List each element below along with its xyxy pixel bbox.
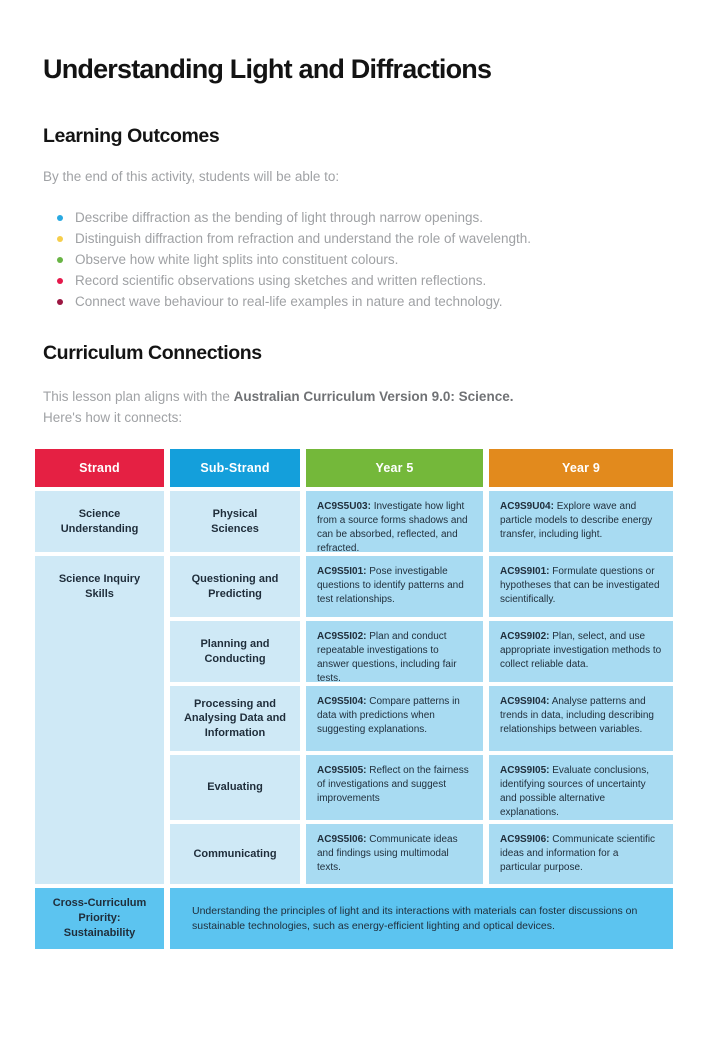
curriculum-code: AC9S5I06: <box>317 834 367 845</box>
curriculum-description: Plan and conduct repeatable investigatio… <box>317 631 457 684</box>
substrand-label: Physical Sciences <box>211 508 259 535</box>
cross-curriculum-priority-cell: Cross-Curriculum Priority: Sustainabilit… <box>35 888 164 949</box>
bullet-dot-icon <box>57 235 63 242</box>
substrand-cell: Physical Sciences <box>170 491 300 552</box>
cross-curriculum-label: Cross-Curriculum Priority: Sustainabilit… <box>52 897 147 939</box>
strand-cell-science-inquiry-skills: Science Inquiry Skills <box>35 556 164 884</box>
sustainability-description-cell: Understanding the principles of light an… <box>170 888 673 949</box>
year9-content-cell: AC9S9I05: Evaluate conclusions, identify… <box>489 755 673 820</box>
substrand-label: Planning and Conducting <box>200 638 270 665</box>
substrand-label: Questioning and Predicting <box>191 573 279 600</box>
bullet-dot-icon <box>57 298 63 305</box>
curriculum-description: Reflect on the fairness of investigation… <box>317 765 469 804</box>
curriculum-intro: This lesson plan aligns with the Austral… <box>43 386 667 428</box>
curriculum-code: AC9S9I05: <box>500 765 550 776</box>
list-item: Distinguish diffraction from refraction … <box>43 228 667 249</box>
substrand-label: Communicating <box>193 847 277 860</box>
substrand-label: Evaluating <box>207 781 263 794</box>
curriculum-code: AC9S5I05: <box>317 765 367 776</box>
year9-content-cell: AC9S9U04: Explore wave and particle mode… <box>489 491 673 552</box>
substrand-cell: Questioning and Predicting <box>170 556 300 617</box>
year9-content-cell: AC9S9I06: Communicate scientific ideas a… <box>489 824 673 884</box>
year9-content-cell: AC9S9I01: Formulate questions or hypothe… <box>489 556 673 617</box>
curriculum-connections-heading: Curriculum Connections <box>43 342 262 364</box>
curriculum-description: Compare patterns in data with prediction… <box>317 696 460 735</box>
bullet-dot-icon <box>57 256 63 263</box>
learning-outcomes-list: Describe diffraction as the bending of l… <box>43 207 667 312</box>
bullet-dot-icon <box>57 277 63 284</box>
curriculum-code: AC9S5I04: <box>317 696 367 707</box>
year5-content-cell: AC9S5I06: Communicate ideas and findings… <box>306 824 483 884</box>
year5-content-cell: AC9S5U03: Investigate how light from a s… <box>306 491 483 554</box>
page-title: Understanding Light and Diffractions <box>43 54 492 84</box>
curriculum-code: AC9S5I02: <box>317 631 367 642</box>
curriculum-table: Strand Sub-Strand Year 5 Year 9 Science … <box>35 449 673 949</box>
curriculum-description: Plan, select, and use appropriate invest… <box>500 631 662 670</box>
learning-outcomes-intro: By the end of this activity, students wi… <box>43 169 340 184</box>
curriculum-code: AC9S9I02: <box>500 631 550 642</box>
learning-outcomes-heading: Learning Outcomes <box>43 125 220 147</box>
substrand-cell: Evaluating <box>170 755 300 820</box>
list-item: Observe how white light splits into cons… <box>43 249 667 270</box>
curriculum-description: Evaluate conclusions, identifying source… <box>500 765 649 818</box>
curriculum-description: Formulate questions or hypotheses that c… <box>500 566 660 605</box>
strand-label: Science Inquiry Skills <box>58 573 141 600</box>
table-header-year9: Year 9 <box>489 449 673 487</box>
table-header-substrand: Sub-Strand <box>170 449 300 487</box>
outcome-text: Connect wave behaviour to real-life exam… <box>75 294 503 309</box>
curriculum-intro-line2: Here's how it connects: <box>43 410 183 425</box>
year5-content-cell: AC9S5I01: Pose investigable questions to… <box>306 556 483 617</box>
curriculum-intro-prefix: This lesson plan aligns with the <box>43 389 234 404</box>
bullet-dot-icon <box>57 214 63 221</box>
curriculum-description: Explore wave and particle models to desc… <box>500 501 653 540</box>
curriculum-code: AC9S5I01: <box>317 566 367 577</box>
table-header-year5: Year 5 <box>306 449 483 487</box>
year5-content-cell: AC9S5I05: Reflect on the fairness of inv… <box>306 755 483 820</box>
outcome-text: Record scientific observations using ske… <box>75 273 487 288</box>
curriculum-description: Investigate how light from a source form… <box>317 501 468 554</box>
year9-content-cell: AC9S9I04: Analyse patterns and trends in… <box>489 686 673 751</box>
substrand-cell: Processing and Analysing Data and Inform… <box>170 686 300 751</box>
strand-cell-science-understanding: Science Understanding <box>35 491 164 552</box>
outcome-text: Distinguish diffraction from refraction … <box>75 231 532 246</box>
curriculum-code: AC9S5U03: <box>317 501 371 512</box>
curriculum-description: Analyse patterns and trends in data, inc… <box>500 696 654 735</box>
curriculum-name-bold: Australian Curriculum Version 9.0: Scien… <box>233 389 514 404</box>
substrand-cell: Communicating <box>170 824 300 884</box>
list-item: Connect wave behaviour to real-life exam… <box>43 291 667 312</box>
year9-content-cell: AC9S9I02: Plan, select, and use appropri… <box>489 621 673 682</box>
year5-content-cell: AC9S5I04: Compare patterns in data with … <box>306 686 483 751</box>
curriculum-code: AC9S9I04: <box>500 696 550 707</box>
sustainability-description: Understanding the principles of light an… <box>192 904 638 932</box>
outcome-text: Observe how white light splits into cons… <box>75 252 399 267</box>
curriculum-description: Pose investigable questions to identify … <box>317 566 464 605</box>
substrand-label: Processing and Analysing Data and Inform… <box>183 697 287 739</box>
outcome-text: Describe diffraction as the bending of l… <box>75 210 484 225</box>
curriculum-code: AC9S9U04: <box>500 501 554 512</box>
curriculum-description: Communicate scientific ideas and informa… <box>500 834 656 873</box>
curriculum-code: AC9S9I06: <box>500 834 550 845</box>
list-item: Describe diffraction as the bending of l… <box>43 207 667 228</box>
table-header-strand: Strand <box>35 449 164 487</box>
document-body: Understanding Light and Diffractions Lea… <box>0 54 707 428</box>
strand-label: Science Understanding <box>60 508 139 535</box>
curriculum-description: Communicate ideas and findings using mul… <box>317 834 458 873</box>
curriculum-code: AC9S9I01: <box>500 566 550 577</box>
substrand-cell: Planning and Conducting <box>170 621 300 682</box>
list-item: Record scientific observations using ske… <box>43 270 667 291</box>
year5-content-cell: AC9S5I02: Plan and conduct repeatable in… <box>306 621 483 684</box>
